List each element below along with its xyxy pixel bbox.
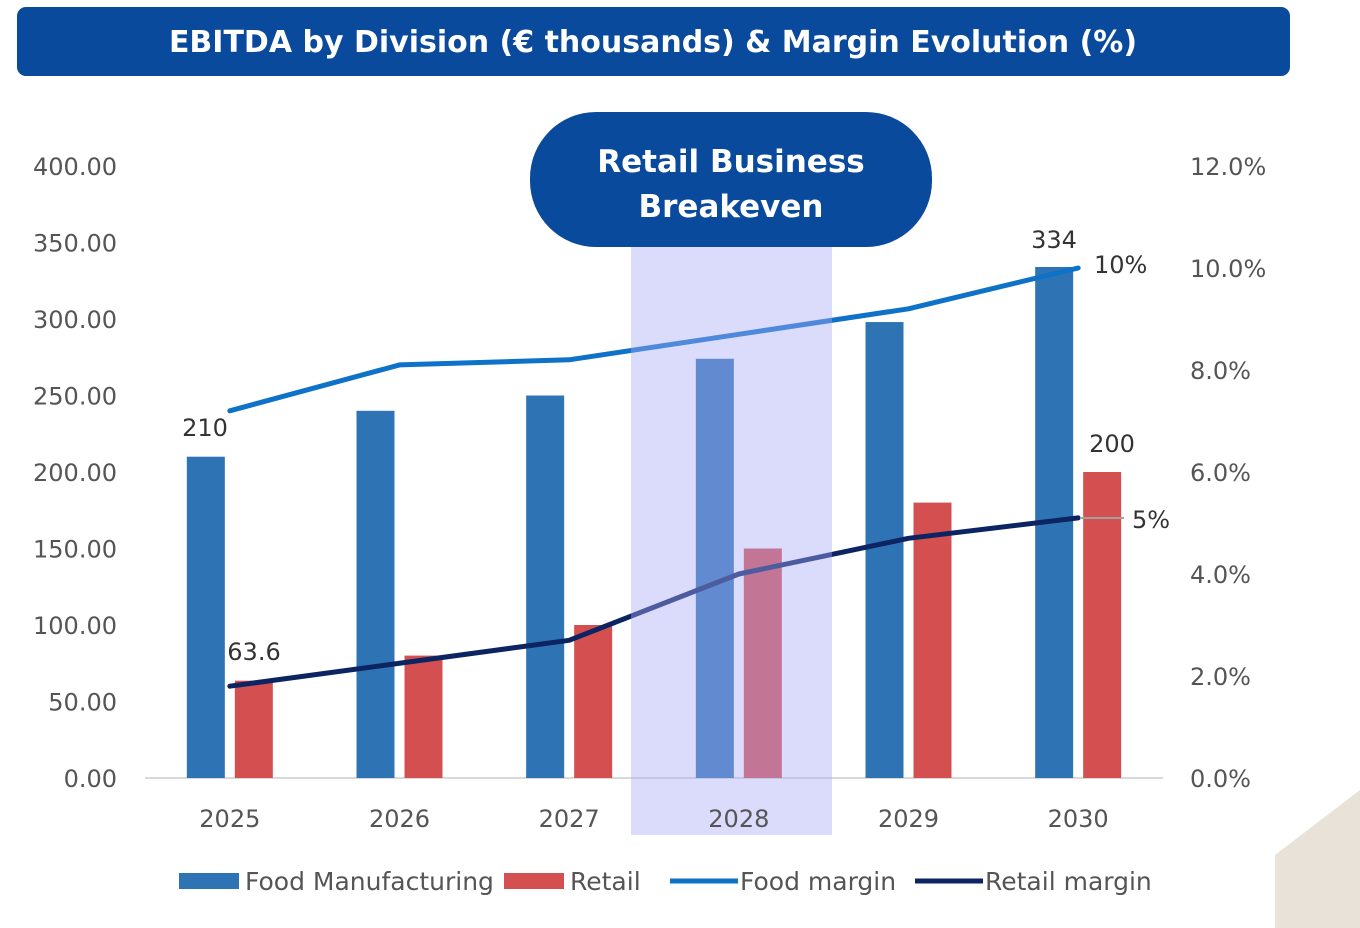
right-tick-label: 10.0%	[1190, 255, 1266, 283]
bar-retail-2025	[234, 680, 273, 778]
left-tick-label: 400.00	[33, 153, 117, 181]
right-tick-label: 6.0%	[1190, 459, 1251, 487]
x-tick-label: 2028	[708, 805, 769, 833]
x-tick-label: 2029	[878, 805, 939, 833]
x-tick-label: 2025	[199, 805, 260, 833]
legend-label-food-manufacturing: Food Manufacturing	[245, 867, 494, 896]
breakeven-highlight	[631, 240, 832, 835]
bar-retail-2027	[574, 625, 613, 778]
legend: Food Manufacturing Retail Food margin Re…	[179, 867, 1152, 896]
bars	[186, 266, 1122, 778]
breakeven-callout	[530, 112, 932, 247]
bar-retail-2029	[913, 502, 952, 778]
corner-decoration	[1275, 790, 1360, 928]
left-axis: 0.00 50.00 100.00 150.00 200.00 250.00 300.00 3…	[33, 153, 117, 793]
right-tick-label: 12.0%	[1190, 153, 1266, 181]
line-food-margin	[227, 265, 1081, 414]
left-tick-label: 300.00	[33, 306, 117, 334]
bar-food-manufacturing-2025	[186, 456, 225, 778]
right-tick-label: 0.0%	[1190, 765, 1251, 793]
label-retail-2030: 200	[1089, 430, 1135, 458]
right-tick-label: 8.0%	[1190, 357, 1251, 385]
left-tick-label: 0.00	[64, 765, 117, 793]
label-food-2025: 210	[182, 414, 228, 442]
left-tick-label: 100.00	[33, 612, 117, 640]
legend-swatch-food-manufacturing	[179, 873, 239, 889]
chart-title: EBITDA by Division (€ thousands) & Margi…	[169, 25, 1137, 60]
label-retail-margin-2030: 5%	[1132, 506, 1170, 534]
left-tick-label: 50.00	[48, 689, 117, 717]
left-tick-label: 200.00	[33, 459, 117, 487]
left-tick-label: 350.00	[33, 230, 117, 258]
left-tick-label: 150.00	[33, 536, 117, 564]
bar-retail-2026	[404, 655, 443, 778]
right-axis: 0.0% 2.0% 4.0% 6.0% 8.0% 10.0% 12.0%	[1190, 153, 1266, 793]
legend-label-retail: Retail	[570, 867, 641, 896]
label-food-margin-2030: 10%	[1094, 251, 1147, 279]
bar-retail-2028	[743, 548, 782, 778]
callout-line-2: Breakeven	[639, 189, 824, 225]
bar-food-manufacturing-2028	[695, 358, 734, 778]
margin-lines	[227, 265, 1081, 689]
x-tick-label: 2030	[1048, 805, 1109, 833]
legend-swatch-retail	[504, 873, 564, 889]
bar-retail-2030	[1083, 472, 1122, 778]
legend-label-retail-margin: Retail margin	[985, 867, 1152, 896]
label-food-2030: 334	[1031, 226, 1077, 254]
bar-food-manufacturing-2029	[865, 322, 904, 778]
bar-food-manufacturing-2026	[356, 410, 395, 778]
line-retail-margin	[227, 515, 1081, 689]
right-tick-label: 2.0%	[1190, 663, 1251, 691]
left-tick-label: 250.00	[33, 383, 117, 411]
callout-line-1: Retail Business	[597, 144, 864, 180]
x-axis-ticks: 2025 2026 2027 2028 2029 2030	[199, 805, 1108, 833]
label-retail-2025: 63.6	[227, 638, 280, 666]
right-tick-label: 4.0%	[1190, 561, 1251, 589]
title-banner	[17, 7, 1290, 76]
x-tick-label: 2026	[369, 805, 430, 833]
legend-label-food-margin: Food margin	[740, 867, 896, 896]
x-tick-label: 2027	[539, 805, 600, 833]
bar-food-manufacturing-2027	[526, 395, 565, 778]
